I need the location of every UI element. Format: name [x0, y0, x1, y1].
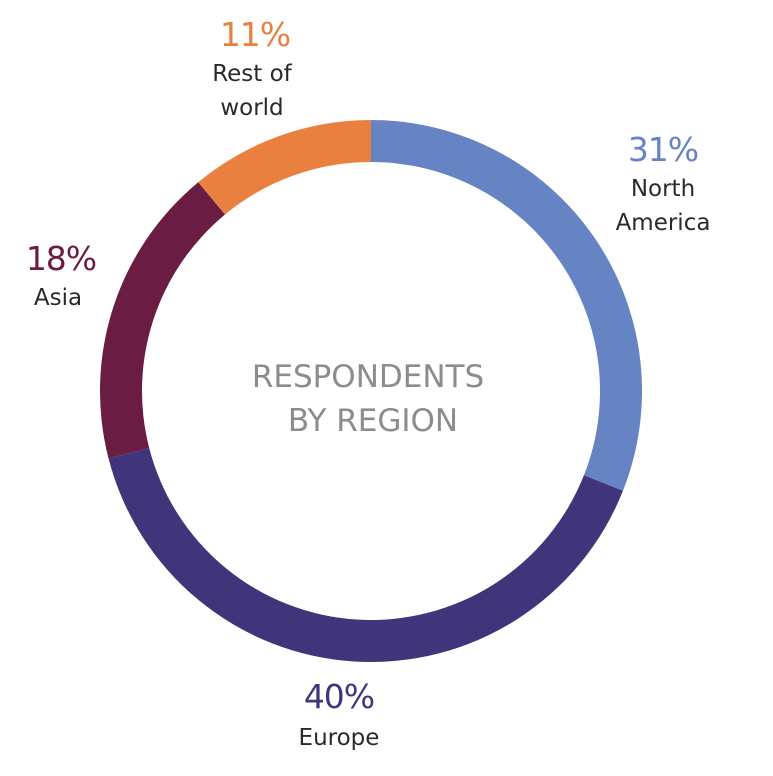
- slice-north-america: [371, 120, 643, 491]
- value-label-asia: 18%: [26, 239, 96, 278]
- chart-title: RESPONDENTS BY REGION: [252, 359, 484, 439]
- category-label-rest-of-world-line-1: Rest of: [212, 61, 292, 87]
- value-label-europe: 40%: [304, 677, 374, 716]
- slice-labels: 31% North America 40% Europe 18% Asia 11…: [26, 15, 711, 751]
- slice-europe: [108, 447, 623, 662]
- slice-rest-of-world: [198, 120, 371, 215]
- slice-asia: [99, 182, 226, 459]
- donut-slices: [99, 120, 643, 662]
- category-label-north-america-line-2: America: [616, 210, 711, 236]
- value-label-rest-of-world: 11%: [220, 15, 290, 54]
- value-label-north-america: 31%: [628, 130, 698, 169]
- category-label-rest-of-world-line-2: world: [220, 95, 283, 121]
- category-label-north-america-line-1: North: [631, 176, 695, 202]
- chart-title-line-1: RESPONDENTS: [252, 359, 484, 395]
- category-label-asia: Asia: [34, 285, 82, 311]
- category-label-europe: Europe: [299, 725, 380, 751]
- chart-title-line-2: BY REGION: [288, 403, 458, 439]
